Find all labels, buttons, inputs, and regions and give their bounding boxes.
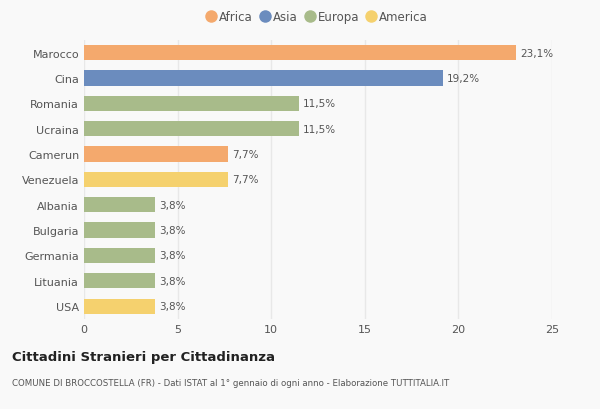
Text: 3,8%: 3,8%: [159, 301, 185, 311]
Bar: [84, 248, 155, 263]
Bar: [84, 97, 299, 112]
Text: 7,7%: 7,7%: [232, 175, 259, 185]
Text: 3,8%: 3,8%: [159, 200, 185, 210]
Text: 3,8%: 3,8%: [159, 251, 185, 261]
Text: 11,5%: 11,5%: [303, 99, 336, 109]
Bar: [84, 172, 228, 188]
Text: COMUNE DI BROCCOSTELLA (FR) - Dati ISTAT al 1° gennaio di ogni anno - Elaborazio: COMUNE DI BROCCOSTELLA (FR) - Dati ISTAT…: [12, 378, 449, 387]
Text: 23,1%: 23,1%: [520, 49, 553, 58]
Bar: [84, 46, 517, 61]
Text: 11,5%: 11,5%: [303, 124, 336, 135]
Bar: [84, 223, 155, 238]
Bar: [84, 71, 443, 86]
Bar: [84, 122, 299, 137]
Text: 19,2%: 19,2%: [447, 74, 480, 84]
Text: Cittadini Stranieri per Cittadinanza: Cittadini Stranieri per Cittadinanza: [12, 350, 275, 363]
Bar: [84, 299, 155, 314]
Bar: [84, 147, 228, 162]
Text: 3,8%: 3,8%: [159, 276, 185, 286]
Bar: [84, 198, 155, 213]
Legend: Africa, Asia, Europa, America: Africa, Asia, Europa, America: [205, 8, 431, 28]
Text: 3,8%: 3,8%: [159, 225, 185, 236]
Text: 7,7%: 7,7%: [232, 150, 259, 160]
Bar: [84, 274, 155, 289]
